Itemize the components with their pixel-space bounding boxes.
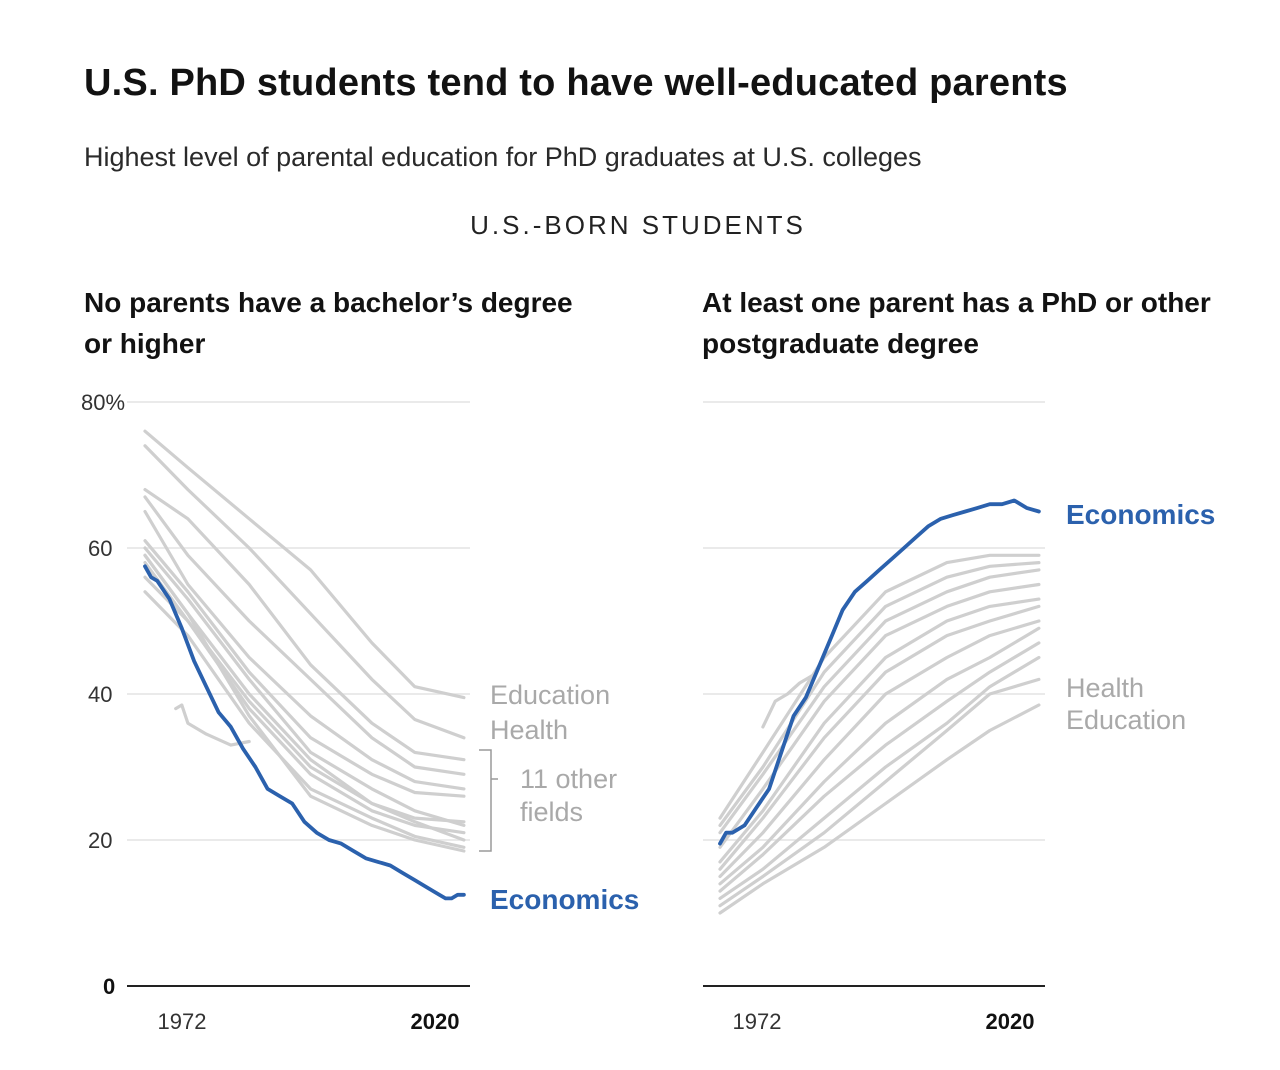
other-field-line xyxy=(143,509,466,791)
y-tick-label: 20 xyxy=(88,828,112,853)
other-field-line xyxy=(174,703,251,747)
economics-line xyxy=(718,498,1041,846)
right-label-education: Education xyxy=(1066,705,1186,735)
other-field-line xyxy=(718,655,1041,900)
y-tick-label: 40 xyxy=(88,682,112,707)
other-field-line xyxy=(143,590,466,849)
other-field-line xyxy=(718,568,1041,835)
right-label-economics: Economics xyxy=(1066,499,1215,530)
other-field-line xyxy=(718,677,1041,908)
other-field-line xyxy=(718,604,1041,871)
chart-title: U.S. PhD students tend to have well-educ… xyxy=(84,62,1068,104)
left-label-economics: Economics xyxy=(490,884,639,915)
other-field-line xyxy=(143,444,466,740)
x-tick-label: 2020 xyxy=(986,1009,1035,1034)
right-panel-title: At least one parent has a PhD or other p… xyxy=(702,287,1211,359)
x-tick-label: 2020 xyxy=(411,1009,460,1034)
left-label-education: Education xyxy=(490,680,610,710)
economics-line xyxy=(143,564,466,901)
economics-lines xyxy=(143,498,1041,901)
section-label: U.S.-BORN STUDENTS xyxy=(0,210,1280,241)
left-label-others-line2: fields xyxy=(520,797,583,827)
y-tick-label: 0 xyxy=(103,974,115,999)
x-tick-label: 1972 xyxy=(158,1009,207,1034)
other-field-line xyxy=(718,553,1041,820)
left-label-others-line1: 11 other xyxy=(520,764,617,794)
other-field-line xyxy=(143,553,466,853)
other-field-line xyxy=(718,626,1041,886)
other-field-line xyxy=(143,546,466,827)
other-fields-bracket xyxy=(479,749,498,852)
other-field-line xyxy=(143,495,466,776)
right-label-health: Health xyxy=(1066,673,1144,703)
other-field-line xyxy=(718,641,1041,893)
y-tick-label: 60 xyxy=(88,536,112,561)
other-field-line xyxy=(143,575,466,842)
other-field-line xyxy=(143,488,466,762)
other-field-line xyxy=(718,619,1041,879)
other-field-line xyxy=(143,429,466,700)
x-tick-label: 1972 xyxy=(733,1009,782,1034)
section-label-text: U.S.-BORN STUDENTS xyxy=(470,210,806,240)
other-field-line xyxy=(761,674,814,729)
chart-subtitle: Highest level of parental education for … xyxy=(84,142,922,172)
other-field-line xyxy=(718,582,1041,849)
other-field-line xyxy=(718,597,1041,864)
other-fields-lines xyxy=(143,429,1041,915)
other-field-line xyxy=(718,703,1041,915)
other-field-line xyxy=(143,539,466,798)
axes: 0 20 40 60 80% 1972 2020 1972 2020 xyxy=(81,390,1045,1034)
y-tick-label: 80% xyxy=(81,390,125,415)
other-field-line xyxy=(718,561,1041,827)
left-panel-title: No parents have a bachelor’s degree or h… xyxy=(84,287,573,359)
left-label-health: Health xyxy=(490,715,568,745)
